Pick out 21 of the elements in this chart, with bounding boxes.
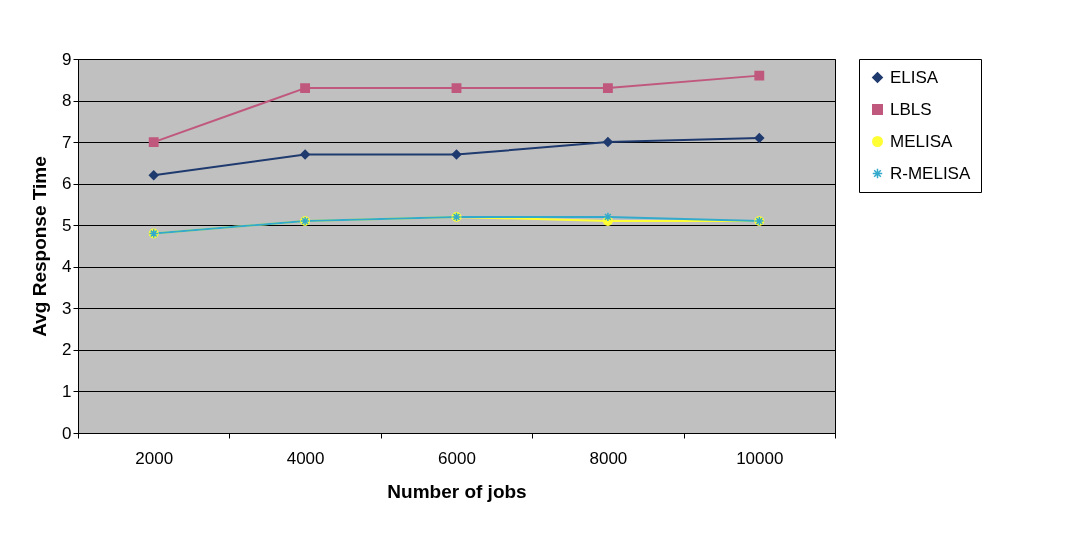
y-tick-label: 0	[62, 423, 72, 443]
legend-label: ELISA	[890, 67, 939, 87]
y-tick-label: 4	[62, 257, 72, 277]
y-tick-label: 9	[62, 49, 72, 69]
x-tick-label: 6000	[438, 448, 476, 468]
legend-label: LBLS	[890, 99, 932, 119]
y-axis-title: Avg Response Time	[29, 156, 51, 337]
y-tick-label: 2	[62, 340, 72, 360]
x-tick-label: 8000	[589, 448, 628, 468]
y-tick-label: 8	[62, 91, 72, 111]
legend-label: MELISA	[890, 131, 954, 151]
x-axis-title: Number of jobs	[387, 480, 527, 502]
x-tick-label: 4000	[286, 448, 325, 468]
x-tick-label: 10000	[736, 448, 784, 468]
y-tick-label: 5	[62, 215, 72, 235]
y-tick-label: 6	[62, 174, 72, 194]
y-tick-label: 7	[62, 132, 72, 152]
y-tick-label: 3	[62, 298, 72, 318]
x-tick-label: 2000	[135, 448, 174, 468]
legend-label: R-MELISA	[890, 163, 971, 183]
y-tick-label: 1	[62, 381, 72, 401]
